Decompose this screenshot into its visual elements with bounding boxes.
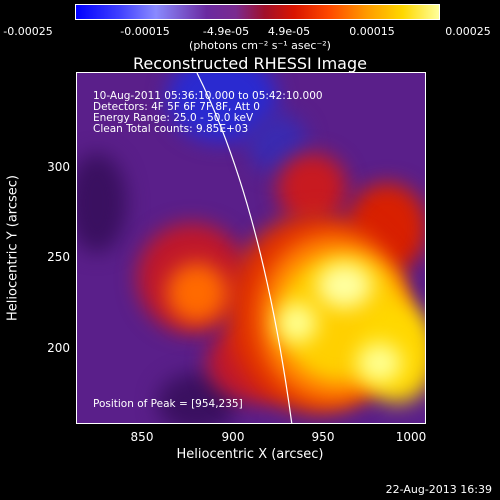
colorbar-tick: -0.00025	[3, 25, 53, 38]
peak-position: Position of Peak = [954,235]	[93, 398, 243, 410]
colorbar-unit: (photons cm⁻² s⁻¹ asec⁻²)	[189, 39, 331, 52]
plot-title: Reconstructed RHESSI Image	[133, 54, 367, 73]
info-time: 10-Aug-2011 05:36:10.000 to 05:42:10.000	[93, 90, 323, 102]
colorbar-tick: -0.00015	[120, 25, 170, 38]
colorbar-tick: -4.9e-05	[202, 25, 250, 38]
solar-limb	[196, 73, 293, 423]
colorbar-tick: 4.9e-05	[267, 25, 311, 38]
x-tick: 900	[221, 430, 245, 444]
y-tick: 200	[47, 341, 70, 355]
image-blob	[277, 303, 317, 343]
image-blob	[277, 153, 347, 223]
x-axis-label: Heliocentric X (arcsec)	[176, 447, 324, 462]
y-axis-label: Heliocentric Y (arcsec)	[5, 175, 21, 321]
x-tick: 850	[130, 430, 154, 444]
info-energy: Energy Range: 25.0 - 50.0 keV	[93, 112, 254, 124]
colorbar-tick: 0.00015	[349, 25, 395, 38]
colorbar-tick: 0.00025	[445, 25, 491, 38]
info-counts: Clean Total counts: 9.85E+03	[93, 123, 249, 135]
y-tick: 250	[47, 250, 70, 264]
image-blob	[167, 263, 227, 323]
image-blob	[317, 263, 372, 308]
date-stamp: 22-Aug-2013 16:39	[385, 483, 492, 496]
x-tick: 950	[311, 430, 335, 444]
rhessi-image: 10-Aug-2011 05:36:10.000 to 05:42:10.000…	[76, 72, 426, 424]
info-detectors: Detectors: 4F 5F 6F 7F 8F, Att 0	[93, 101, 260, 113]
y-tick: 300	[47, 160, 70, 174]
image-blob	[357, 343, 402, 383]
image-blob	[77, 153, 127, 253]
x-tick: 1000	[395, 430, 427, 444]
colorbar	[75, 4, 440, 20]
